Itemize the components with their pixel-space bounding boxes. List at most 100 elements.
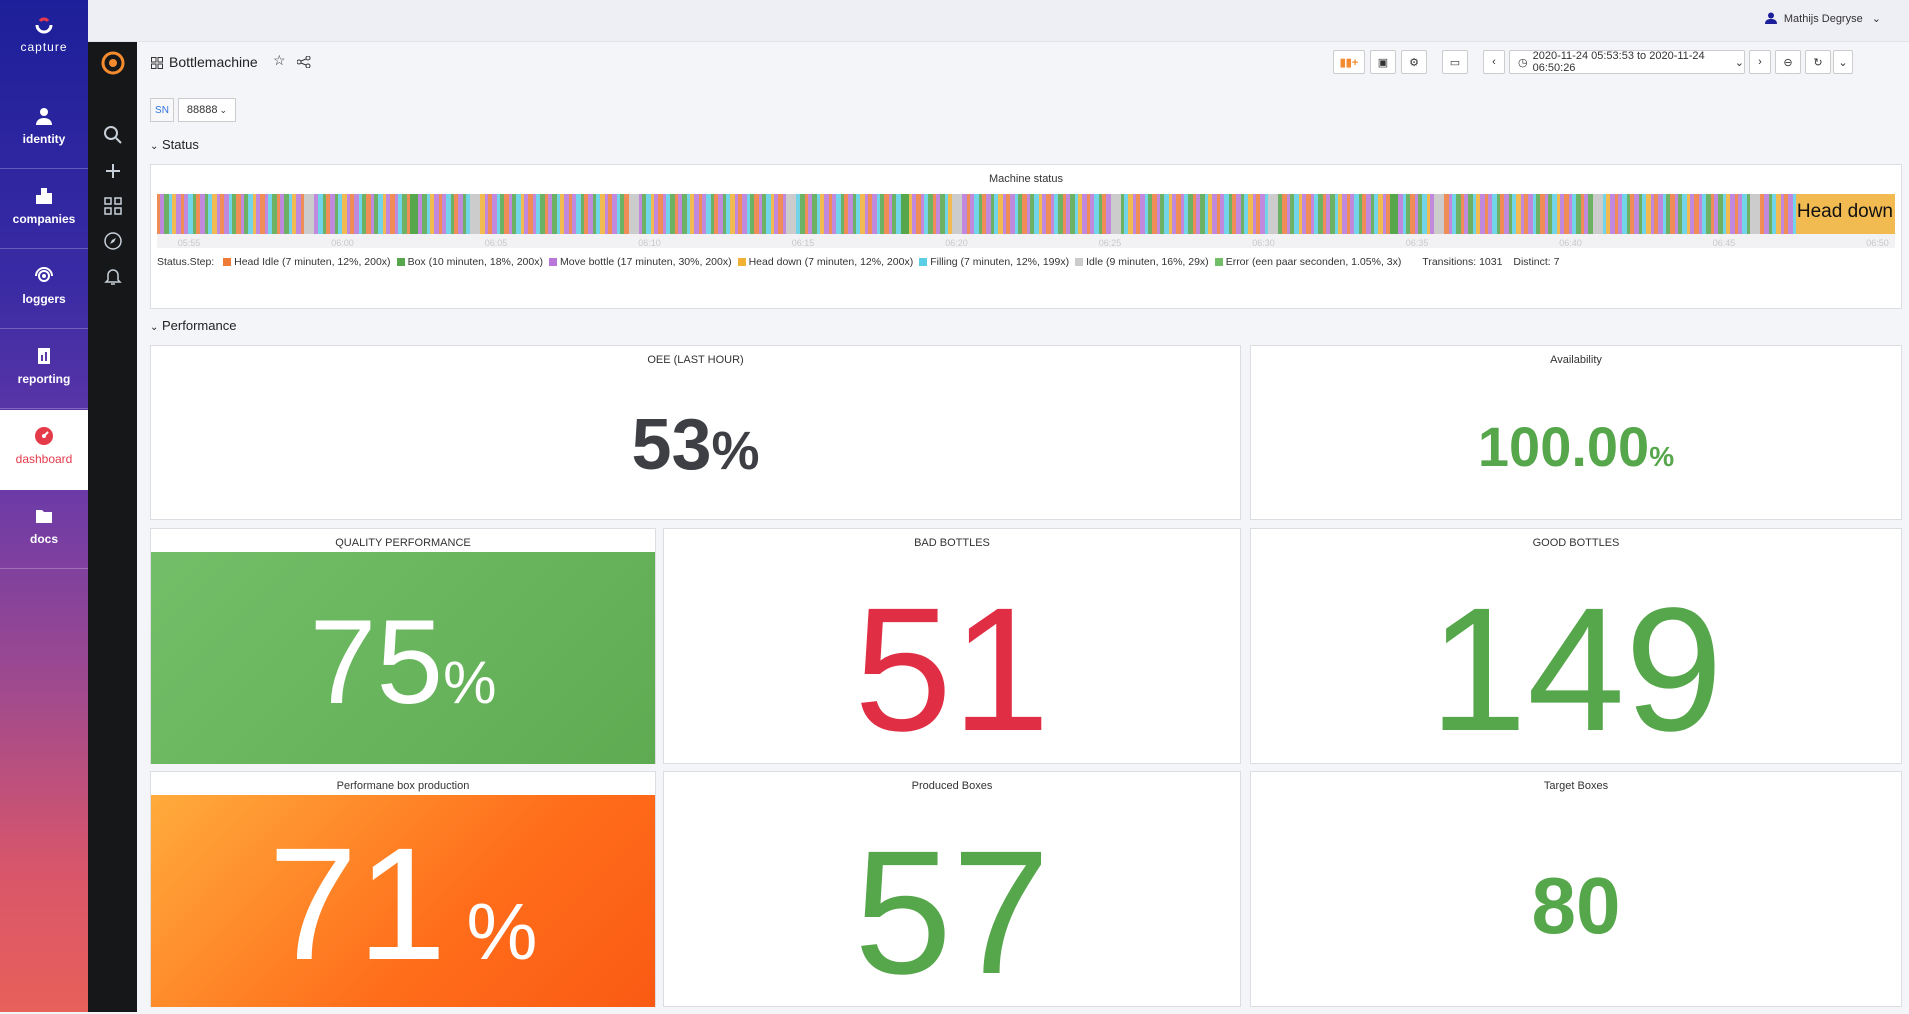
timeline-segment (371, 194, 374, 234)
stat-target-boxes-value: 80 (1531, 861, 1621, 950)
search-icon[interactable] (102, 124, 124, 146)
timeline-segment (1718, 194, 1723, 234)
bell-icon[interactable] (102, 265, 124, 287)
plus-icon[interactable] (102, 160, 124, 182)
timeline-segment (1378, 194, 1383, 234)
timeline-segment (314, 194, 318, 234)
timeline-segment (241, 194, 244, 234)
legend-item[interactable]: Head Idle (7 minuten, 12%, 200x) (217, 256, 391, 268)
nav-item-companies[interactable]: companies (0, 170, 88, 249)
zoom-out-button[interactable]: ⊖ (1775, 50, 1801, 74)
timeline-segment (284, 194, 289, 234)
nav-item-identity[interactable]: identity (0, 90, 88, 169)
grafana-logo-icon[interactable] (100, 50, 126, 76)
save-dashboard-button[interactable]: ▣ (1370, 50, 1396, 74)
timeline-segment (1533, 194, 1536, 234)
timeline-segment (492, 194, 497, 234)
timeline-segment (901, 194, 909, 234)
dashboard-settings-button[interactable]: ⚙ (1401, 50, 1427, 74)
timeline-segment (921, 194, 924, 234)
timeline-segment (1330, 194, 1335, 234)
refresh-interval-dropdown[interactable]: ⌄ (1833, 50, 1853, 74)
timeline-segment (1287, 194, 1290, 234)
legend-item[interactable]: Idle (9 minuten, 16%, 29x) (1069, 256, 1209, 268)
timeline-segment (1046, 194, 1051, 234)
panel-bad-bottles[interactable]: BAD BOTTLES 51 (663, 528, 1241, 768)
compass-icon[interactable] (102, 230, 124, 252)
legend-swatch (737, 258, 746, 266)
timeline-segment (439, 194, 442, 234)
timeline-segment (778, 194, 783, 234)
nav-item-docs[interactable]: docs (0, 490, 88, 569)
panel-machine-status[interactable]: Machine status 05:55 06:00 06:05 06:10 06:15… (150, 164, 1902, 309)
legend-label: Box (10 minuten, 18%, 200x) (407, 256, 543, 268)
timeline-segment (1464, 194, 1468, 234)
panel-box-performance[interactable]: Performane box production 71% (150, 771, 656, 1007)
legend-item[interactable]: Error (een paar seconden, 1.05%, 3x) (1209, 256, 1401, 268)
timeline-tick-label: 06:45 (1713, 238, 1736, 248)
timeline-segment (860, 194, 865, 234)
panel-oee[interactable]: OEE (LAST HOUR) 53% (150, 345, 1241, 520)
timeline-segment (706, 194, 711, 234)
timeline-segment (485, 194, 488, 234)
timeline-segment (1497, 194, 1500, 234)
timeline-segment (940, 194, 945, 234)
panel-title: Machine status (989, 173, 1063, 185)
refresh-icon: ↻ (1813, 56, 1823, 69)
legend-item[interactable]: Filling (7 minuten, 12%, 199x) (913, 256, 1069, 268)
time-shift-forward-button[interactable]: › (1749, 50, 1771, 74)
time-shift-back-button[interactable]: ‹ (1483, 50, 1505, 74)
row-performance[interactable]: ⌄ Performance (150, 318, 236, 333)
timeline-segment (1302, 194, 1306, 234)
share-icon[interactable] (297, 56, 311, 68)
add-panel-button[interactable]: ▮▮+ (1333, 50, 1365, 74)
nav-item-dashboard[interactable]: dashboard (0, 410, 88, 490)
panel-target-boxes[interactable]: Target Boxes 80 (1250, 771, 1902, 1007)
star-icon[interactable]: ☆ (273, 52, 286, 68)
chevron-right-icon: › (1758, 56, 1762, 68)
timeline-segment (1164, 194, 1169, 234)
timeline-segment (646, 194, 651, 234)
legend-swatch (396, 258, 405, 266)
panel-title: GOOD BOTTLES (1532, 537, 1620, 549)
timeline-segment (1015, 194, 1018, 234)
user-menu[interactable]: Mathijs Degryse ⌄ (1764, 12, 1881, 25)
variable-select-sn[interactable]: 88888 ⌄ (178, 98, 236, 122)
clock-icon: ◷ (1518, 56, 1528, 69)
timeline-segment (260, 194, 265, 234)
panel-quality-performance[interactable]: QUALITY PERFORMANCE 75% (150, 528, 656, 764)
timeline-segment (1548, 194, 1552, 234)
legend-item[interactable]: Head down (7 minuten, 12%, 200x) (732, 256, 913, 268)
refresh-button[interactable]: ↻ (1805, 50, 1831, 74)
timeline-segment (865, 194, 868, 234)
chevron-down-icon: ⌄ (150, 322, 159, 333)
panel-availability[interactable]: Availability 100.00% (1250, 345, 1902, 520)
timeline-segment (366, 194, 371, 234)
timeline-tick-label: 06:05 (485, 238, 508, 248)
timeline-segment (1152, 194, 1157, 234)
timeline-segment (1545, 194, 1548, 234)
timeline-segment (1678, 194, 1682, 234)
dashboards-grid-icon[interactable] (102, 195, 124, 217)
timeline-segment (248, 194, 253, 234)
dashboard-title[interactable]: Bottlemachine (169, 54, 258, 70)
capture-logo[interactable]: capture (0, 14, 88, 54)
timeline-segment (820, 194, 824, 234)
legend-item[interactable]: Box (10 minuten, 18%, 200x) (391, 256, 543, 268)
timeline-segment (1569, 194, 1572, 234)
time-range-picker[interactable]: ◷ 2020-11-24 05:53:53 to 2020-11-24 06:5… (1509, 50, 1745, 74)
panel-produced-boxes[interactable]: Produced Boxes 57 (663, 771, 1241, 1011)
top-bar: Mathijs Degryse ⌄ (88, 0, 1909, 42)
timeline-segment (1444, 194, 1449, 234)
nav-item-reporting[interactable]: reporting (0, 330, 88, 409)
timeline-segment (466, 194, 470, 234)
legend-item[interactable]: Move bottle (17 minuten, 30%, 200x) (543, 256, 732, 268)
timeline-segment (1006, 194, 1010, 234)
panel-good-bottles[interactable]: GOOD BOTTLES 149 (1250, 528, 1902, 768)
panel-title: OEE (LAST HOUR) (647, 354, 744, 366)
row-status[interactable]: ⌄ Status (150, 137, 199, 152)
nav-item-loggers[interactable]: loggers (0, 250, 88, 329)
timeline-segment (1205, 194, 1208, 234)
cycle-view-mode-button[interactable]: ▭ (1442, 50, 1468, 74)
timeline-segment (552, 194, 557, 234)
